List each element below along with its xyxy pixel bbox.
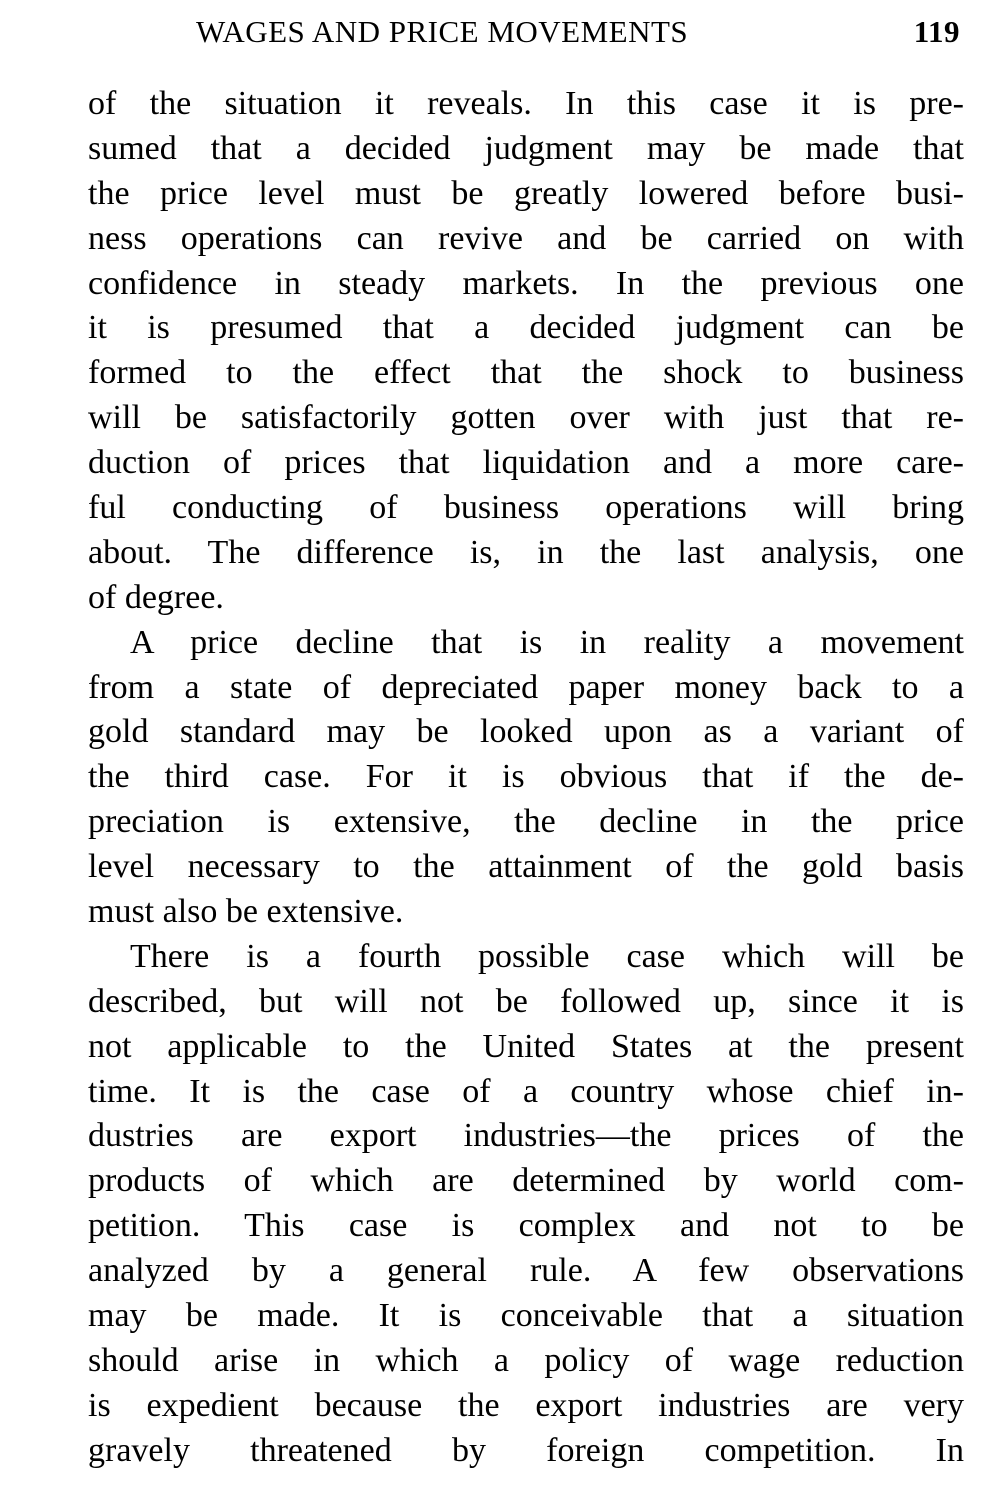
text-line: the third case. For it is obvious that i…: [88, 758, 964, 796]
text-line: level necessary to the attainment of the…: [88, 848, 964, 886]
text-line: of degree.: [88, 578, 224, 616]
text-line: should arise in which a policy of wage r…: [88, 1341, 964, 1379]
text-line: ful conducting of business operations wi…: [88, 489, 964, 527]
paragraph: A price decline that is in reality a mov…: [88, 621, 964, 935]
text-line: described, but will not be followed up, …: [88, 982, 964, 1020]
text-line: it is presumed that a decided judgment c…: [88, 309, 964, 347]
text-line: sumed that a decided judgment may be mad…: [88, 129, 964, 167]
paragraph: of the situation it reveals. In this cas…: [88, 82, 964, 621]
text-line: preciation is extensive, the decline in …: [88, 803, 964, 841]
text-line: A price decline that is in reality a mov…: [130, 623, 964, 661]
text-line: analyzed by a general rule. A few observ…: [88, 1252, 964, 1290]
text-line: not applicable to the United States at t…: [88, 1027, 964, 1065]
text-line: confidence in steady markets. In the pre…: [88, 264, 964, 302]
text-line: gold standard may be looked upon as a va…: [88, 713, 964, 751]
text-line: dustries are export industries—the price…: [88, 1117, 964, 1155]
text-line: the price level must be greatly lowered …: [88, 174, 964, 212]
running-header: WAGES AND PRICE MOVEMENTS 119: [196, 14, 960, 58]
text-line: ness operations can revive and be carrie…: [88, 219, 964, 257]
text-line: about. The difference is, in the last an…: [88, 533, 964, 571]
page-body: of the situation it reveals. In this cas…: [88, 82, 964, 1474]
text-line: is expedient because the export industri…: [88, 1386, 964, 1424]
text-line: of the situation it reveals. In this cas…: [88, 85, 964, 122]
paragraph: There is a fourth possible case which wi…: [88, 935, 964, 1474]
text-line: products of which are determined by worl…: [88, 1162, 964, 1200]
text-line: There is a fourth possible case which wi…: [130, 937, 964, 975]
text-line: petition. This case is complex and not t…: [88, 1207, 964, 1245]
text-line: time. It is the case of a country whose …: [88, 1072, 964, 1110]
text-line: must also be extensive.: [88, 893, 404, 931]
text-line: duction of prices that liquidation and a…: [88, 444, 964, 482]
text-line: will be satisfactorily gotten over with …: [88, 399, 964, 437]
text-line: may be made. It is conceivable that a si…: [88, 1297, 964, 1335]
running-title: WAGES AND PRICE MOVEMENTS: [196, 14, 689, 49]
text-line: gravely threatened by foreign competitio…: [88, 1431, 964, 1469]
text-line: formed to the effect that the shock to b…: [88, 354, 964, 392]
text-line: from a state of depreciated paper money …: [88, 668, 964, 706]
page-number: 119: [913, 14, 960, 49]
